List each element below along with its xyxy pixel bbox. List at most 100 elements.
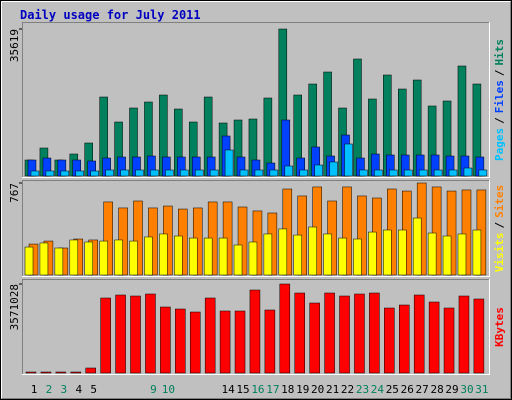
bar — [359, 169, 368, 177]
bar — [103, 201, 113, 276]
bar — [353, 238, 362, 276]
x-tick-label: 28 — [430, 383, 443, 396]
x-tick-label: 20 — [311, 383, 324, 396]
bar — [105, 169, 114, 177]
bar — [269, 169, 279, 177]
x-tick-label: 15 — [236, 383, 249, 396]
bar — [433, 169, 443, 177]
bar — [473, 298, 485, 374]
bar — [384, 307, 395, 374]
bar — [431, 186, 442, 276]
x-tick-label: 10 — [162, 383, 175, 396]
bar — [413, 294, 425, 374]
x-tick-label: 23 — [356, 383, 369, 396]
legend: KBytes — [493, 307, 506, 347]
bar — [324, 292, 335, 374]
bar — [458, 295, 470, 374]
bar — [224, 149, 234, 177]
bar — [309, 302, 320, 374]
x-tick-label: 14 — [221, 383, 235, 396]
x-tick-label: 22 — [341, 383, 354, 396]
bar — [354, 293, 365, 374]
bar — [99, 240, 108, 276]
bar — [84, 241, 93, 276]
bar — [160, 306, 171, 374]
bar — [342, 186, 352, 276]
bar — [40, 371, 52, 374]
bar — [120, 169, 129, 177]
bar — [159, 233, 168, 276]
bar — [278, 228, 288, 276]
bar — [263, 233, 273, 276]
bar — [284, 165, 294, 177]
bar — [389, 169, 398, 177]
bar — [369, 292, 380, 374]
bar — [233, 244, 243, 276]
bar — [314, 164, 323, 177]
x-tick-label: 25 — [386, 383, 399, 396]
legend-entry: Files — [493, 80, 506, 113]
bar — [404, 169, 413, 177]
bar — [448, 169, 458, 177]
legend-entry: Hits — [493, 39, 506, 66]
bar — [412, 217, 422, 276]
bar — [357, 195, 367, 276]
bar — [90, 170, 99, 177]
bar — [25, 371, 37, 374]
bar — [398, 229, 407, 276]
legend: Visits / Sites — [493, 185, 506, 273]
legend-entry: Pages — [493, 128, 506, 161]
bar — [85, 367, 96, 374]
bar — [279, 283, 291, 374]
x-tick-label: 30 — [460, 383, 473, 396]
y-tick-label: 3571028 — [8, 284, 21, 330]
bar — [323, 233, 332, 276]
x-tick-label: 26 — [401, 383, 414, 396]
bar — [418, 169, 428, 177]
x-tick-label: 21 — [326, 383, 339, 396]
bar — [174, 235, 183, 276]
x-tick-label: 9 — [150, 383, 157, 396]
bar — [175, 308, 186, 374]
bar — [344, 143, 353, 177]
bar — [189, 311, 201, 374]
bar — [219, 310, 231, 374]
bar — [218, 237, 228, 276]
x-tick-label: 24 — [371, 383, 385, 396]
bar — [248, 241, 258, 276]
legend-separator: / — [493, 117, 506, 124]
legend: Pages / Files / Hits — [493, 39, 506, 161]
bar — [428, 301, 440, 374]
x-tick-label: 29 — [445, 383, 458, 396]
x-tick-label: 2 — [46, 383, 53, 396]
bar — [203, 237, 213, 276]
bar — [293, 234, 302, 276]
bar — [264, 309, 276, 374]
bar — [69, 239, 79, 276]
bar — [115, 294, 126, 374]
bar — [145, 293, 156, 374]
bar — [329, 161, 338, 177]
bar — [204, 297, 216, 374]
bar — [133, 200, 143, 276]
bar — [180, 169, 189, 177]
legend-separator: / — [493, 69, 506, 76]
legend-entry: Visits — [493, 233, 506, 273]
x-tick-label: 17 — [266, 383, 279, 396]
bar — [54, 247, 64, 276]
bar — [237, 206, 248, 276]
x-tick-label: 31 — [475, 383, 488, 396]
x-tick-label: 27 — [416, 383, 429, 396]
bar — [55, 371, 67, 374]
bar — [254, 169, 264, 177]
x-tick-label: 18 — [281, 383, 294, 396]
bar — [144, 236, 153, 276]
bar — [188, 237, 198, 276]
bar — [427, 232, 437, 276]
bar — [165, 169, 174, 177]
bar — [383, 229, 392, 276]
bar — [442, 235, 452, 276]
bar — [338, 237, 347, 276]
bar — [100, 297, 111, 374]
